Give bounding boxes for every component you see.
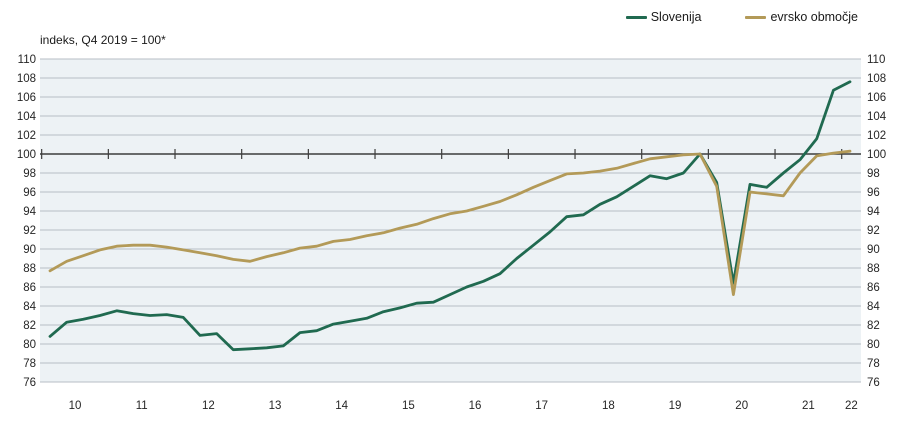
y-axis-label-right: 90	[867, 244, 880, 256]
y-axis-label-right: 104	[867, 111, 887, 123]
x-axis-label: 19	[669, 400, 682, 412]
y-axis-label-left: 110	[18, 54, 36, 66]
x-axis-label: 10	[69, 400, 82, 412]
y-axis-label-right: 82	[867, 320, 880, 332]
y-axis-label-left: 96	[23, 187, 36, 199]
y-axis-label-right: 86	[867, 282, 880, 294]
y-axis-label-left: 98	[23, 168, 36, 180]
x-axis-label: 21	[802, 400, 815, 412]
x-axis-label: 14	[335, 400, 348, 412]
legend-item-evrsko-obmocje: evrsko območje	[745, 10, 858, 24]
y-axis-label-left: 76	[23, 377, 36, 389]
x-axis-label: 16	[469, 400, 482, 412]
y-axis-label-left: 100	[17, 149, 36, 161]
x-axis-label: 11	[136, 400, 148, 412]
y-axis-label-left: 94	[23, 206, 36, 218]
x-axis-label: 20	[735, 400, 748, 412]
x-axis-label: 22	[845, 400, 858, 412]
series-line-slovenija	[48, 80, 852, 352]
legend-line-swatch	[745, 15, 767, 19]
y-axis-label-left: 78	[23, 358, 36, 370]
x-axis-label: 17	[535, 400, 548, 412]
legend-item-slovenija: Slovenija	[625, 10, 702, 24]
y-axis-label-left: 104	[17, 111, 37, 123]
x-axis-label: 12	[202, 400, 215, 412]
legend-item-label: Slovenija	[650, 10, 702, 24]
y-axis-label-left: 106	[17, 92, 36, 104]
y-axis-label-left: 102	[17, 130, 36, 142]
y-axis-label-left: 84	[23, 301, 36, 313]
legend-item-label: evrsko območje	[770, 10, 858, 24]
y-axis-label-right: 98	[867, 168, 880, 180]
y-axis-label-left: 90	[23, 244, 36, 256]
y-axis-label-left: 88	[23, 263, 36, 275]
chart-legend: Slovenija evrsko območje	[625, 10, 858, 24]
y-axis-label-left: 82	[23, 320, 36, 332]
y-axis-label-left: 92	[23, 225, 36, 237]
y-axis-label-right: 92	[867, 225, 880, 237]
y-axis-label-right: 108	[867, 73, 886, 85]
y-axis-label-left: 80	[23, 339, 36, 351]
plot-band	[40, 59, 861, 382]
y-axis-label-right: 106	[867, 92, 886, 104]
chart-subtitle: indeks, Q4 2019 = 100*	[40, 33, 166, 47]
y-axis-label-right: 78	[867, 358, 880, 370]
y-axis-label-right: 100	[867, 149, 886, 161]
y-axis-label-right: 76	[867, 377, 880, 389]
x-axis-label: 18	[602, 400, 615, 412]
y-axis-label-right: 84	[867, 301, 880, 313]
y-axis-label-right: 88	[867, 263, 880, 275]
legend-line-swatch	[625, 15, 647, 19]
y-axis-label-left: 108	[17, 73, 36, 85]
y-axis-label-right: 102	[867, 130, 886, 142]
y-axis-label-right: 96	[867, 187, 880, 199]
y-axis-label-right: 94	[867, 206, 880, 218]
x-axis-label: 13	[269, 400, 282, 412]
x-axis-label: 15	[402, 400, 415, 412]
y-axis-label-right: 80	[867, 339, 880, 351]
series-line-evrsko-obmocje	[48, 149, 852, 297]
y-axis-label-right: 110	[867, 54, 885, 66]
y-axis-label-left: 86	[23, 282, 36, 294]
